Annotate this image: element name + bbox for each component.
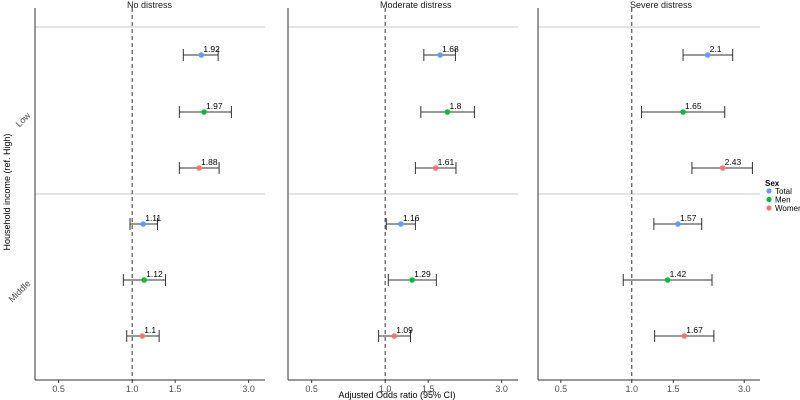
data-label: 1.8 [449,101,461,111]
estimate-low-women: 2.43 [691,157,753,174]
data-label: 1.1 [144,325,156,335]
data-label: 1.09 [396,325,413,335]
estimate-low-women: 1.61 [414,157,457,174]
panel-moderate-distress: Moderate distress 0.5 1.0 1.5 3.0 1.68 1.8 1.61… [287,0,518,394]
x-tick-label: 0.5 [555,384,568,394]
legend-marker [766,205,772,211]
point-marker [664,277,671,283]
data-label: 1.16 [403,213,420,223]
panel-no-distress: No distress 0.5 1.0 1.5 3.0 1.92 1.97 1.88 1.11 1… [34,0,265,394]
data-label: 2.43 [725,157,742,167]
data-label: 1.61 [438,157,455,167]
estimate-middle-women: 1.1 [126,325,160,342]
point-marker [719,165,726,171]
data-label: 1.67 [686,325,703,335]
x-axis-label: Adjusted Odds ratio (95% CI) [338,390,455,400]
panels-layer: No distress 0.5 1.0 1.5 3.0 1.92 1.97 1.88 1.11 1… [7,0,760,394]
point-marker [198,52,205,58]
estimate-low-men: 1.8 [420,101,475,118]
legend-title: Sex [765,179,780,188]
x-tick-label: 3.0 [738,384,751,394]
point-marker [398,221,404,227]
data-label: 1.92 [203,44,220,54]
panel-title: Severe distress [630,0,693,10]
estimate-low-total: 1.92 [182,44,220,61]
x-tick-label: 1.5 [169,384,182,394]
point-marker [432,165,439,171]
data-label: 1.57 [680,213,697,223]
point-marker [680,109,686,115]
x-tick-label: 3.0 [242,384,255,394]
panel-severe-distress: Severe distress 0.5 1.0 1.5 3.0 2.1 1.65 2.43 1.… [537,0,760,394]
point-marker [675,221,681,227]
estimate-low-total: 2.1 [682,44,734,61]
data-label: 1.68 [442,44,459,54]
legend-label: Total [775,187,792,196]
estimate-middle-total: 1.16 [385,213,420,230]
data-label: 1.88 [201,157,218,167]
point-marker [704,52,711,58]
estimate-low-total: 1.68 [423,44,459,61]
x-tick-label: 0.5 [305,384,318,394]
estimate-middle-women: 1.67 [654,325,715,342]
point-marker [140,221,147,227]
legend-label: Women [775,204,800,213]
x-tick-label: 3.0 [495,384,508,394]
data-label: 1.29 [414,269,431,279]
legend-label: Men [775,196,791,205]
data-label: 1.65 [685,101,702,111]
estimate-low-men: 1.65 [641,101,726,118]
x-tick-label: 1.5 [667,384,680,394]
point-marker [201,109,207,115]
estimate-middle-women: 1.09 [378,325,413,342]
data-label: 1.12 [146,269,163,279]
data-label: 1.11 [145,213,161,223]
y-group-label: Middle [7,278,33,304]
data-label: 2.1 [710,44,722,54]
estimate-middle-total: 1.57 [653,213,703,230]
estimate-middle-men: 1.29 [387,269,437,286]
point-marker [196,165,202,171]
data-label: 1.97 [206,101,223,111]
point-marker [139,333,146,339]
estimate-middle-men: 1.12 [122,269,167,286]
point-marker [437,52,443,58]
x-tick-label: 0.5 [52,384,65,394]
y-axis-label: Household income (ref. High) [2,133,12,250]
point-marker [391,333,398,339]
estimate-low-women: 1.88 [178,157,220,174]
legend-marker [766,196,772,203]
point-marker [409,277,415,283]
panel-title: Moderate distress [380,0,452,10]
panel-title: No distress [127,0,173,10]
legend-marker [766,188,772,194]
x-tick-label: 1.0 [379,384,392,394]
x-tick-label: 1.0 [126,384,139,394]
estimate-middle-men: 1.42 [622,269,713,286]
estimate-middle-total: 1.11 [129,213,161,230]
x-tick-label: 1.0 [626,384,639,394]
x-tick-label: 1.5 [422,384,435,394]
point-marker [681,333,688,339]
estimate-low-men: 1.97 [178,101,232,118]
data-label: 1.42 [670,269,687,279]
y-group-label: Low [14,110,33,129]
point-marker [141,277,147,283]
point-marker [444,109,451,115]
